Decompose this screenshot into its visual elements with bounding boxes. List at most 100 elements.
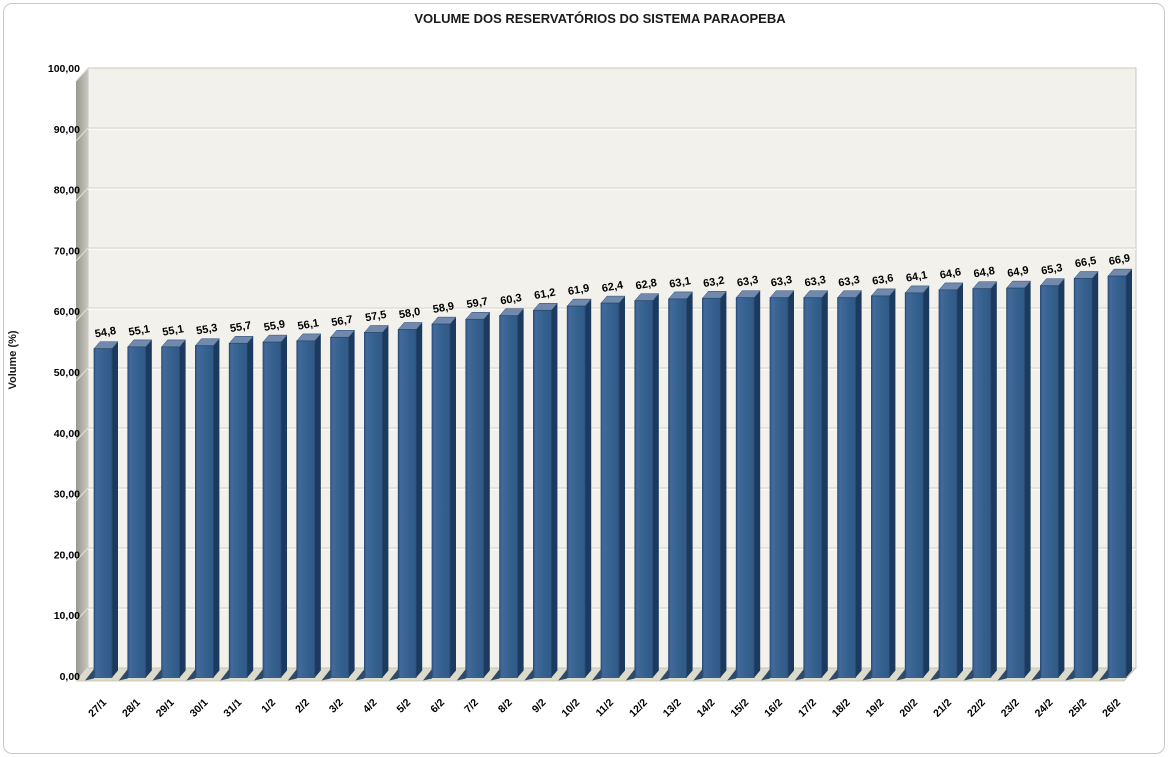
y-tick-mark [75,127,89,142]
bar-side-face [619,296,625,678]
bar-shadow [85,669,94,681]
y-tick-label: 50,00 [54,367,80,379]
bar-value-label: 57,5 [364,309,387,325]
bar-value-label: 62,4 [601,279,625,295]
bar-shadow [456,669,466,681]
bar-value-label: 64,1 [905,269,928,285]
x-tick-label: 31/1 [221,697,244,720]
bar [431,323,451,678]
bar-value-label: 63,3 [736,274,759,290]
bar [972,288,992,678]
x-tick-label: 4/2 [361,697,380,716]
y-tick-label: 0,00 [60,671,81,683]
bar-shadow [287,669,297,681]
x-tick-label: 23/2 [999,697,1022,720]
bar [465,318,485,678]
bar [330,336,349,678]
x-tick-label: 15/2 [728,697,751,720]
bar-value-label: 63,6 [871,272,894,288]
bar-side-face [281,335,287,678]
bar-shadow [592,669,601,681]
bar-side-face [112,341,118,678]
bar-value-label: 55,7 [229,320,252,336]
x-tick-label: 18/2 [830,697,853,720]
bar [871,295,890,678]
bar-value-label: 63,1 [668,275,691,291]
bar-shadow [659,669,669,681]
y-tick-label: 60,00 [54,306,80,318]
x-tick-label: 25/2 [1066,697,1089,720]
bar-side-face [720,291,727,678]
bar-value-label: 60,3 [499,292,522,308]
bar [296,340,316,678]
x-tick-label: 6/2 [428,697,447,716]
x-tick-label: 8/2 [496,697,515,716]
y-tick-label: 10,00 [54,610,80,622]
bar-shadow [558,669,568,681]
bar-shadow [1065,669,1075,681]
bar-side-face [585,299,592,678]
x-tick-label: 1/2 [259,697,278,716]
bar [93,348,113,678]
x-tick-label: 20/2 [897,697,920,720]
bar-side-face [923,285,930,678]
bar-side-face [179,339,186,678]
bar-shadow [355,669,365,681]
bar-value-label: 63,2 [702,275,725,291]
bar-value-label: 61,2 [533,287,556,303]
bar-value-label: 63,3 [837,274,860,290]
bar-shadow [254,669,263,681]
bar-shadow [896,669,906,681]
bar [127,346,147,678]
bar-value-label: 56,7 [330,314,353,330]
bar [600,302,620,678]
bar-side-face [990,281,997,678]
y-tick-label: 90,00 [54,124,80,136]
bar-shadow [963,669,973,681]
bar-shadow [152,669,162,681]
bar [904,292,924,678]
y-tick-label: 80,00 [54,185,80,197]
x-tick-label: 16/2 [762,697,785,720]
bar-shadow [220,669,230,681]
bar [668,298,687,678]
bar-side-face [314,333,321,678]
bar-shadow [423,669,432,681]
x-tick-label: 14/2 [695,697,718,720]
bar-side-face [652,293,659,678]
y-tick-mark [75,67,89,82]
bar-value-label: 64,6 [939,266,962,282]
x-tick-label: 13/2 [661,697,684,720]
y-tick-mark [75,667,89,682]
bar-value-label: 63,3 [804,274,827,290]
bar [161,346,180,678]
bar-side-face [416,322,423,678]
bar-shadow [794,669,804,681]
bar-shadow [186,669,196,681]
bar-side-face [855,290,862,678]
bar-side-face [382,325,389,678]
bar [735,297,755,678]
bar [634,300,654,678]
bar-value-label: 66,9 [1108,252,1131,268]
bar-value-label: 55,3 [195,322,218,338]
bar-side-face [450,317,456,678]
bar-value-label: 64,9 [1006,264,1029,280]
bar [499,315,518,678]
bar [397,329,417,678]
bar-side-face [213,338,220,678]
bar-shadow [693,669,703,681]
x-tick-label: 21/2 [931,697,954,720]
x-tick-label: 12/2 [627,697,650,720]
bar-shadow [862,669,872,681]
bar-side-face [1058,278,1065,678]
x-tick-label: 19/2 [864,697,887,720]
y-tick-label: 30,00 [54,489,80,501]
bar [1006,287,1025,678]
x-tick-label: 9/2 [530,697,549,716]
bar-side-face [1126,269,1132,678]
bar-shadow [1099,669,1108,681]
bar-shadow [997,669,1007,681]
